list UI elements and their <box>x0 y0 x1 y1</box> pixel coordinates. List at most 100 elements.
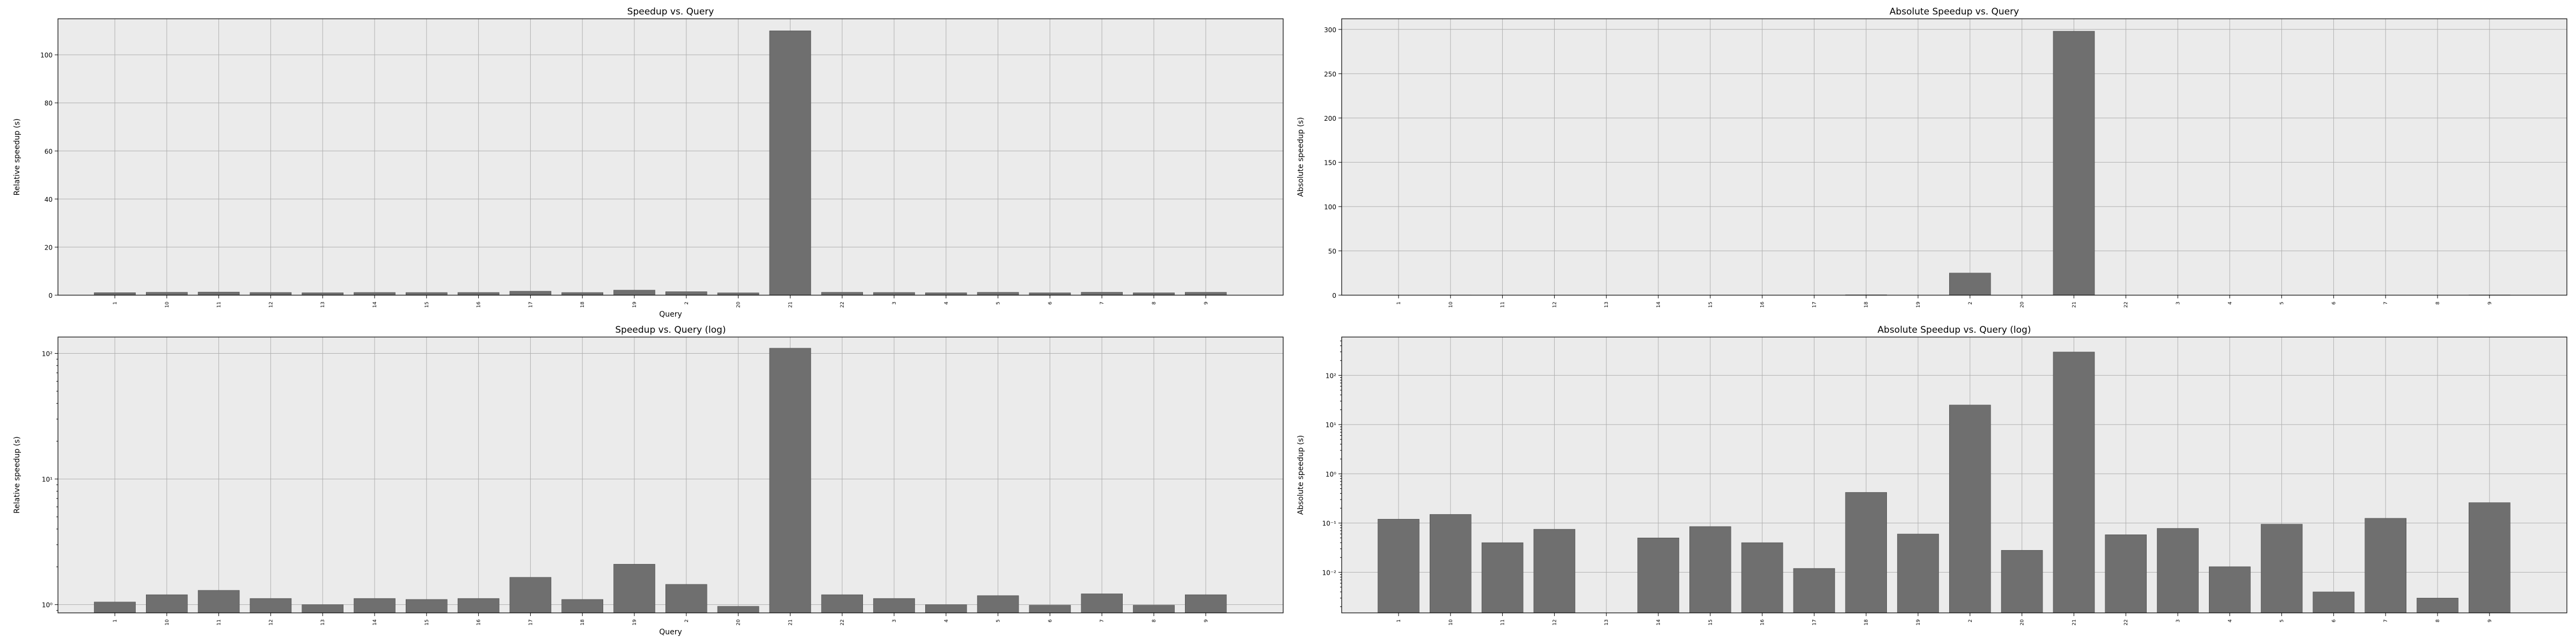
x-tick-label: 5 <box>996 619 1001 623</box>
x-tick-label: 20 <box>2020 619 2025 626</box>
bar-query-11[interactable] <box>197 291 240 296</box>
bar-query-10[interactable] <box>145 292 188 296</box>
bar-query-2[interactable] <box>665 291 707 296</box>
bar-query-18[interactable] <box>561 292 603 296</box>
y-axis-label: Relative speedup (s) <box>13 119 21 196</box>
bar-query-21[interactable] <box>769 348 811 613</box>
bar-query-20[interactable] <box>717 292 759 296</box>
chart-title: Speedup vs. Query (log) <box>615 325 726 335</box>
bar-query-19[interactable] <box>1897 533 1939 613</box>
y-axis-label: Absolute speedup (s) <box>1297 435 1305 515</box>
bar-query-16[interactable] <box>457 598 500 613</box>
x-tick-label: 13 <box>320 302 326 308</box>
plot-area-abs <box>1342 19 2567 295</box>
bar-query-3[interactable] <box>873 598 915 613</box>
chart-title: Speedup vs. Query <box>627 6 714 17</box>
bar-query-21[interactable] <box>2053 352 2095 613</box>
x-tick-label: 21 <box>2072 302 2077 308</box>
bar-query-8[interactable] <box>1133 605 1175 613</box>
bar-query-17[interactable] <box>509 291 552 296</box>
bar-query-9[interactable] <box>2468 502 2511 613</box>
bar-query-1[interactable] <box>94 602 136 613</box>
bar-query-11[interactable] <box>1481 542 1524 613</box>
x-tick-label: 1 <box>1396 302 1402 305</box>
bar-query-6[interactable] <box>1029 292 1071 296</box>
bar-query-17[interactable] <box>1793 568 1835 613</box>
bar-query-2[interactable] <box>1949 273 1991 296</box>
bar-query-19[interactable] <box>613 564 655 613</box>
plot-area-rellog <box>58 337 1283 613</box>
bar-query-13[interactable] <box>302 604 344 613</box>
bar-query-21[interactable] <box>769 31 811 296</box>
bar-query-15[interactable] <box>405 599 448 613</box>
x-tick-label: 22 <box>2124 302 2129 308</box>
bar-query-9[interactable] <box>1185 292 1227 296</box>
chart-title: Absolute Speedup vs. Query (log) <box>1878 325 2031 335</box>
bar-query-22[interactable] <box>821 292 863 296</box>
bar-query-9[interactable] <box>1185 594 1227 613</box>
x-tick-label: 20 <box>2020 302 2025 308</box>
bar-query-21[interactable] <box>2053 31 2095 296</box>
bar-query-15[interactable] <box>1689 526 1731 613</box>
y-tick-label: 0 <box>48 292 53 299</box>
x-tick-label: 16 <box>1760 619 1766 626</box>
bar-query-4[interactable] <box>2208 566 2251 613</box>
x-tick-label: 13 <box>1604 302 1609 308</box>
bar-query-7[interactable] <box>2365 518 2407 613</box>
bar-query-5[interactable] <box>977 292 1019 296</box>
bar-query-19[interactable] <box>613 290 655 296</box>
bar-query-10[interactable] <box>145 594 188 613</box>
x-tick-label: 18 <box>1864 302 1869 308</box>
bar-query-12[interactable] <box>250 292 292 296</box>
bar-query-3[interactable] <box>873 292 915 296</box>
x-tick-label: 3 <box>892 619 897 623</box>
bar-query-6[interactable] <box>1029 605 1071 613</box>
bar-query-2[interactable] <box>1949 405 1991 613</box>
axes-frame <box>57 336 1284 613</box>
bar-query-22[interactable] <box>821 594 863 613</box>
bar-query-16[interactable] <box>457 292 500 296</box>
bar-query-8[interactable] <box>1133 292 1175 296</box>
x-tick-label: 16 <box>477 619 482 626</box>
x-tick-label: 11 <box>217 302 222 308</box>
bar-query-4[interactable] <box>925 292 967 296</box>
x-tick-label: 12 <box>1552 619 1557 625</box>
bar-query-1[interactable] <box>1378 519 1419 613</box>
axes-frame <box>1341 18 2567 296</box>
bar-query-1[interactable] <box>94 292 136 296</box>
bar-query-18[interactable] <box>561 599 603 613</box>
bar-query-12[interactable] <box>1533 529 1576 613</box>
bar-query-10[interactable] <box>1430 514 1472 613</box>
x-tick-label: 5 <box>2280 619 2285 623</box>
bar-query-18[interactable] <box>1845 492 1887 613</box>
y-tick-label: 300 <box>1324 26 1336 34</box>
bar-query-14[interactable] <box>354 598 396 613</box>
bar-query-14[interactable] <box>354 292 396 296</box>
bar-query-20[interactable] <box>717 606 759 613</box>
x-tick-label: 21 <box>788 619 793 625</box>
x-tick-label: 3 <box>2176 619 2181 623</box>
bar-query-14[interactable] <box>1637 537 1679 613</box>
bar-query-16[interactable] <box>1741 542 1783 613</box>
bar-query-22[interactable] <box>2105 535 2147 613</box>
bar-query-15[interactable] <box>405 292 448 296</box>
bar-query-13[interactable] <box>302 292 344 296</box>
bar-query-8[interactable] <box>2417 598 2458 613</box>
bar-query-12[interactable] <box>250 598 292 613</box>
bar-query-20[interactable] <box>2001 550 2043 613</box>
bar-query-5[interactable] <box>977 595 1019 613</box>
bar-query-5[interactable] <box>2260 524 2303 613</box>
bar-query-11[interactable] <box>197 590 240 613</box>
bar-query-4[interactable] <box>925 604 967 613</box>
x-tick-label: 3 <box>2176 302 2181 305</box>
bar-query-7[interactable] <box>1081 292 1123 296</box>
bar-query-17[interactable] <box>509 577 552 613</box>
x-tick-label: 7 <box>1100 302 1105 305</box>
bar-query-7[interactable] <box>1081 594 1123 613</box>
bar-query-3[interactable] <box>2157 528 2199 613</box>
bar-query-6[interactable] <box>2312 591 2355 613</box>
y-tick-label: 40 <box>45 196 53 203</box>
y-tick-label: 50 <box>1328 247 1336 255</box>
x-tick-label: 1 <box>113 619 118 623</box>
bar-query-2[interactable] <box>665 584 707 613</box>
